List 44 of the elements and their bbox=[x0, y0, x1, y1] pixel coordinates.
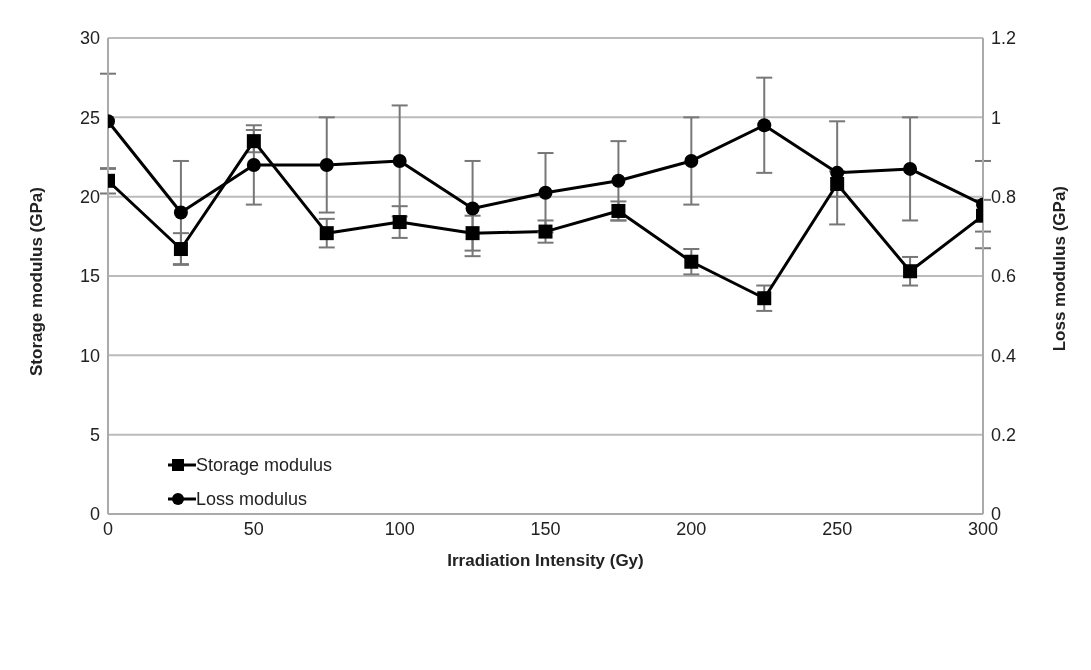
y-tick-label: 30 bbox=[79, 28, 100, 49]
point bbox=[465, 226, 480, 241]
point bbox=[611, 173, 626, 188]
y2-tick-label: 0.4 bbox=[991, 345, 1017, 366]
y-tick-label: 15 bbox=[79, 266, 100, 287]
point bbox=[319, 226, 334, 241]
x-axis-title: Irradiation Intensity (Gy) bbox=[447, 551, 644, 570]
point bbox=[611, 203, 626, 218]
point bbox=[757, 291, 772, 306]
point bbox=[538, 185, 553, 200]
point bbox=[246, 134, 261, 149]
x-tick-label: 0 bbox=[102, 518, 114, 539]
point bbox=[684, 254, 699, 269]
point bbox=[173, 242, 188, 257]
x-tick-label: 200 bbox=[676, 518, 707, 539]
point bbox=[392, 153, 407, 168]
point bbox=[903, 264, 918, 279]
point bbox=[684, 153, 699, 168]
point bbox=[757, 118, 772, 133]
point bbox=[903, 161, 918, 176]
y-tick-label: 25 bbox=[79, 107, 100, 128]
y2-tick-label: 0.6 bbox=[991, 266, 1017, 287]
point bbox=[465, 201, 480, 216]
y-tick-label: 10 bbox=[79, 345, 100, 366]
y2-tick-label: 0.2 bbox=[991, 425, 1017, 446]
point bbox=[173, 205, 188, 220]
y2-axis-title: Loss modulus (GPa) bbox=[1050, 186, 1070, 352]
point bbox=[319, 157, 334, 172]
legend-label: Loss modulus bbox=[196, 488, 308, 510]
y2-tick-label: 0.8 bbox=[991, 187, 1017, 208]
x-tick-label: 150 bbox=[530, 518, 561, 539]
x-tick-label: 250 bbox=[822, 518, 853, 539]
x-tick-label: 50 bbox=[243, 518, 264, 539]
y-axis-title: Storage modulus (GPa) bbox=[27, 187, 47, 376]
x-tick-label: 100 bbox=[384, 518, 415, 539]
y2-tick-label: 1.2 bbox=[991, 28, 1017, 49]
point bbox=[392, 215, 407, 230]
point bbox=[246, 157, 261, 172]
y2-tick-label: 1 bbox=[991, 107, 1002, 128]
y-tick-label: 0 bbox=[89, 504, 100, 525]
legend-label: Storage modulus bbox=[196, 454, 333, 476]
y-tick-label: 5 bbox=[89, 425, 100, 446]
point bbox=[538, 224, 553, 239]
y-tick-label: 20 bbox=[79, 187, 100, 208]
